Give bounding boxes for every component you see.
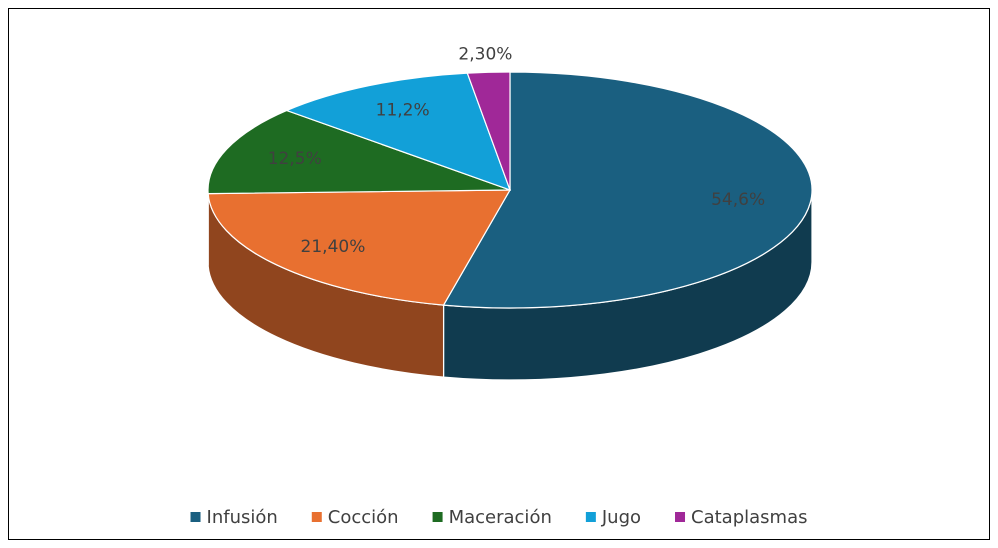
data-label: 54,6% bbox=[711, 190, 765, 210]
legend-swatch bbox=[190, 512, 201, 522]
legend-label: Infusión bbox=[207, 507, 278, 528]
slice bbox=[466, 71, 511, 191]
slice bbox=[285, 72, 512, 191]
data-label: 21,40% bbox=[301, 237, 366, 257]
legend-item: Jugo bbox=[585, 507, 641, 528]
legend-item: Maceración bbox=[432, 507, 552, 528]
legend-item: Cataplasmas bbox=[675, 507, 807, 528]
legend-swatch bbox=[675, 512, 686, 522]
legend-swatch bbox=[585, 512, 596, 522]
legend-label: Cocción bbox=[328, 507, 399, 528]
data-label: 12,5% bbox=[268, 149, 322, 169]
legend-label: Cataplasmas bbox=[691, 507, 807, 528]
data-label: 11,2% bbox=[376, 101, 430, 121]
slice bbox=[207, 109, 511, 266]
legend-label: Maceración bbox=[449, 507, 552, 528]
legend-item: Cocción bbox=[311, 507, 399, 528]
legend-swatch bbox=[311, 512, 322, 522]
legend-label: Jugo bbox=[601, 507, 641, 528]
data-label: 2,30% bbox=[458, 45, 512, 65]
legend-item: Infusión bbox=[190, 507, 278, 528]
legend-swatch bbox=[432, 512, 443, 522]
